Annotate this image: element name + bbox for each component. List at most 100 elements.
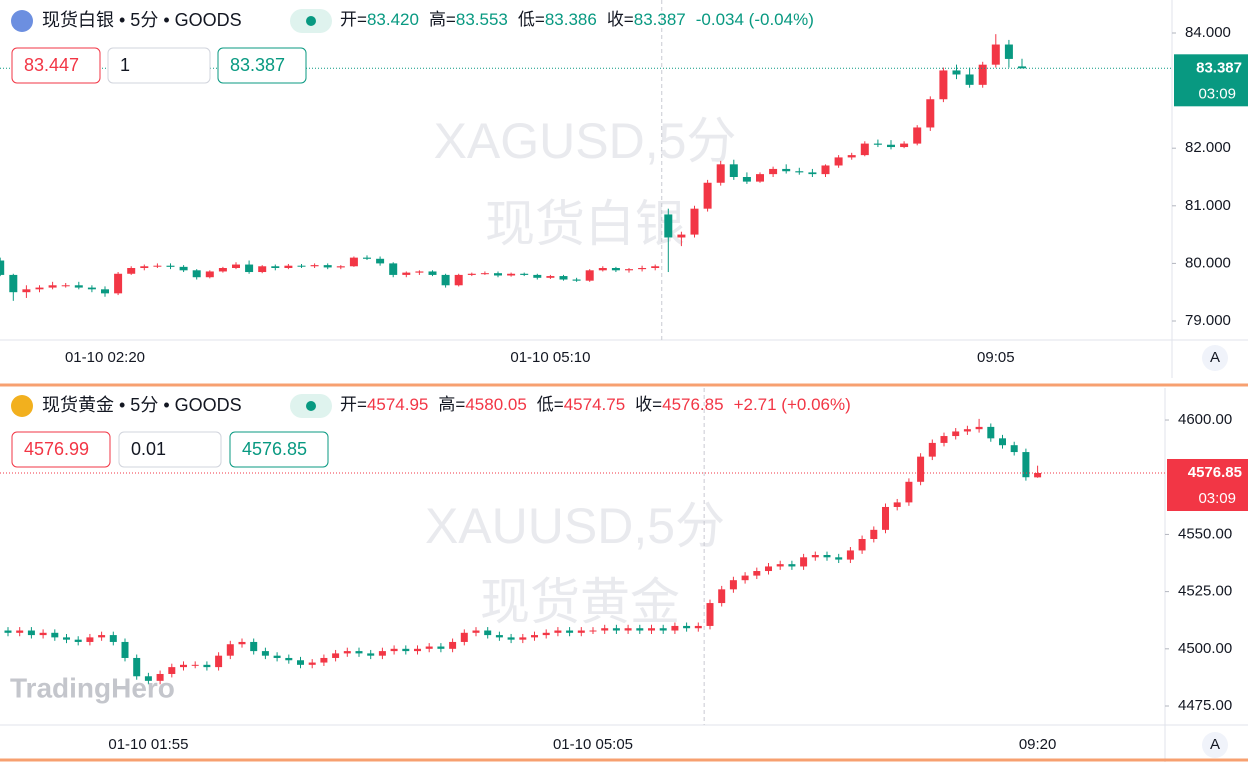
candle-body: [905, 481, 913, 503]
x-tick-label: 01-10 01:55: [108, 736, 188, 753]
candle-body: [232, 264, 240, 269]
candle-body: [414, 648, 421, 652]
symbol-icon: [11, 395, 33, 417]
order-quantity[interactable]: 1: [120, 55, 130, 75]
candle-body: [559, 276, 568, 280]
stat-label: 收=: [635, 395, 662, 414]
y-tick-label: 84.000: [1185, 24, 1231, 41]
stat-value: 4576.85: [662, 395, 723, 414]
ohlc-stats: 开=4574.95 高=4580.05 低=4574.75 收=4576.85 +2.7…: [340, 395, 851, 414]
candle-body: [533, 274, 542, 278]
order-box-buy[interactable]: [229, 431, 329, 468]
candle-body: [519, 637, 527, 640]
logo: TradingHero: [10, 672, 175, 703]
order-buy[interactable]: 83.387: [230, 55, 285, 75]
candle-body: [1004, 44, 1013, 59]
candle-body: [671, 625, 679, 631]
change: -0.034 (-0.04%): [696, 10, 814, 29]
order-buy[interactable]: 4576.85: [242, 439, 307, 459]
candle-body: [192, 270, 201, 278]
watermark: 现货黄金: [480, 574, 680, 630]
candle-body: [776, 564, 784, 567]
candle-body: [310, 265, 319, 267]
x-tick-label: 09:05: [977, 349, 1015, 366]
candle-body: [133, 657, 141, 677]
order-quantity[interactable]: 0.01: [131, 439, 166, 459]
candle-body: [601, 628, 609, 631]
y-tick-label: 79.000: [1185, 312, 1231, 329]
candle-body: [472, 630, 480, 633]
y-tick-label: 82.000: [1185, 139, 1231, 156]
stat-value: 83.553: [456, 10, 508, 29]
candle-body: [706, 603, 714, 626]
candle-body: [437, 646, 445, 649]
candle-body: [27, 630, 35, 636]
candle-body: [800, 557, 808, 567]
candle-body: [900, 143, 909, 148]
candle-body: [245, 264, 254, 273]
candle-body: [140, 266, 149, 269]
y-tick-label: 80.000: [1185, 254, 1231, 271]
candle-body: [168, 667, 176, 674]
scale-button[interactable]: [1202, 345, 1228, 371]
x-tick-label: 09:20: [1019, 736, 1057, 753]
candle-body: [273, 655, 281, 658]
candle-body: [121, 641, 129, 658]
order-sell[interactable]: 83.447: [24, 55, 79, 75]
candle-body: [952, 431, 960, 437]
y-tick-label: 4550.00: [1178, 525, 1232, 542]
candle-body: [808, 172, 817, 175]
candle-body: [940, 436, 948, 443]
candle-body: [546, 276, 555, 278]
y-tick-label: 4600.00: [1178, 411, 1232, 428]
candle-body: [480, 273, 489, 275]
last-price-label: 83.387: [1196, 59, 1242, 76]
y-tick-label: 4525.00: [1178, 583, 1232, 600]
candle-body: [101, 289, 109, 294]
candle-body: [963, 429, 971, 432]
candle-body: [1034, 472, 1042, 478]
candle-body: [205, 271, 214, 278]
candle-body: [572, 279, 581, 281]
candle-body: [51, 632, 59, 638]
order-sell[interactable]: 4576.99: [24, 439, 89, 459]
order-box-buy[interactable]: [217, 47, 307, 84]
candle-body: [847, 155, 856, 158]
candle-body: [729, 580, 737, 590]
scale-button[interactable]: [1202, 732, 1228, 758]
stat-value: 83.387: [634, 10, 686, 29]
candle-body: [0, 260, 5, 275]
stat-value: 83.386: [545, 10, 597, 29]
order-box-quantity[interactable]: [107, 47, 211, 84]
candle-body: [343, 651, 351, 654]
stat-value: 4574.75: [564, 395, 625, 414]
candle-body: [258, 266, 267, 273]
candle-body: [261, 651, 269, 656]
order-box-sell[interactable]: [11, 47, 101, 84]
candle-body: [332, 653, 340, 658]
candle-body: [887, 144, 895, 148]
scale-button-label[interactable]: A: [1210, 349, 1220, 366]
candle-body: [913, 127, 922, 144]
order-box-sell[interactable]: [11, 431, 111, 468]
candle-body: [484, 630, 492, 636]
scale-button-label[interactable]: A: [1210, 736, 1220, 753]
candle-body: [449, 641, 457, 649]
candle-body: [952, 70, 961, 75]
candle-body: [846, 550, 854, 560]
stat-value: 83.420: [367, 10, 419, 29]
candle-body: [507, 273, 516, 276]
candle-body: [659, 628, 667, 631]
candle-body: [965, 74, 974, 85]
candle-body: [378, 651, 386, 656]
order-box-quantity[interactable]: [118, 431, 222, 468]
candle-body: [683, 625, 691, 629]
candle-body: [109, 635, 117, 642]
watermark: XAGUSD,5分: [434, 113, 737, 169]
candle-body: [425, 646, 433, 649]
candle-body: [554, 630, 562, 633]
last-price-box: [1174, 54, 1248, 107]
candle-body: [460, 632, 468, 642]
